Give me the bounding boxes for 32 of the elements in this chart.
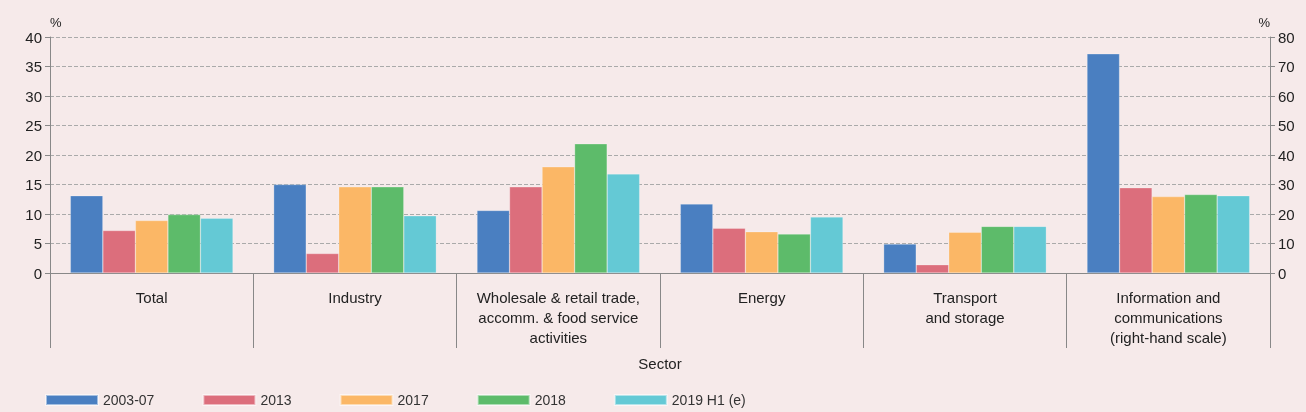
y-tick-label: 40 xyxy=(25,28,42,46)
y2-tick-label: 60 xyxy=(1278,87,1295,105)
y-axis-title: % xyxy=(50,15,62,30)
x-tick-label: Wholesale & retail trade, accomm. & food service activities xyxy=(476,288,641,346)
y-tick-label: 35 xyxy=(25,58,42,75)
legend-label: 2018 xyxy=(534,392,567,408)
x-axis-title: Sector xyxy=(638,355,682,372)
y2-tick-label: 30 xyxy=(1278,176,1295,193)
y2-axis-title: % xyxy=(1258,15,1271,30)
y2-tick-label: 70 xyxy=(1278,58,1295,75)
x-tick-label: Information and communications (right-hand scale) xyxy=(1109,288,1227,346)
x-tick-label: Transport and storage xyxy=(925,288,1005,326)
x-tick-label: Industry xyxy=(328,288,383,306)
legend-label: 2017 xyxy=(397,392,429,408)
y2-tick-label: 50 xyxy=(1278,117,1295,134)
y2-tick-label: 80 xyxy=(1278,28,1295,46)
y2-tick-label: 20 xyxy=(1278,205,1295,223)
y2-tick-label: 10 xyxy=(1278,235,1295,252)
legend-label: 2003-07 xyxy=(103,392,155,408)
x-tick-label: Total xyxy=(135,288,168,306)
y-tick-label: 30 xyxy=(25,87,42,105)
y-tick-label: 20 xyxy=(25,146,42,164)
y-tick-label: 15 xyxy=(25,176,42,193)
y-tick-label: 10 xyxy=(25,205,42,223)
y2-tick-label: 40 xyxy=(1278,146,1295,164)
y-tick-label: 5 xyxy=(33,235,42,252)
y2-tick-label: 0 xyxy=(1278,264,1287,282)
legend-label: 2019 H1 (e) xyxy=(671,392,746,408)
y-tick-label: 0 xyxy=(33,264,42,282)
y-tick-label: 25 xyxy=(25,117,42,134)
x-tick-label: Energy xyxy=(737,288,786,306)
legend-label: 2013 xyxy=(260,392,292,408)
